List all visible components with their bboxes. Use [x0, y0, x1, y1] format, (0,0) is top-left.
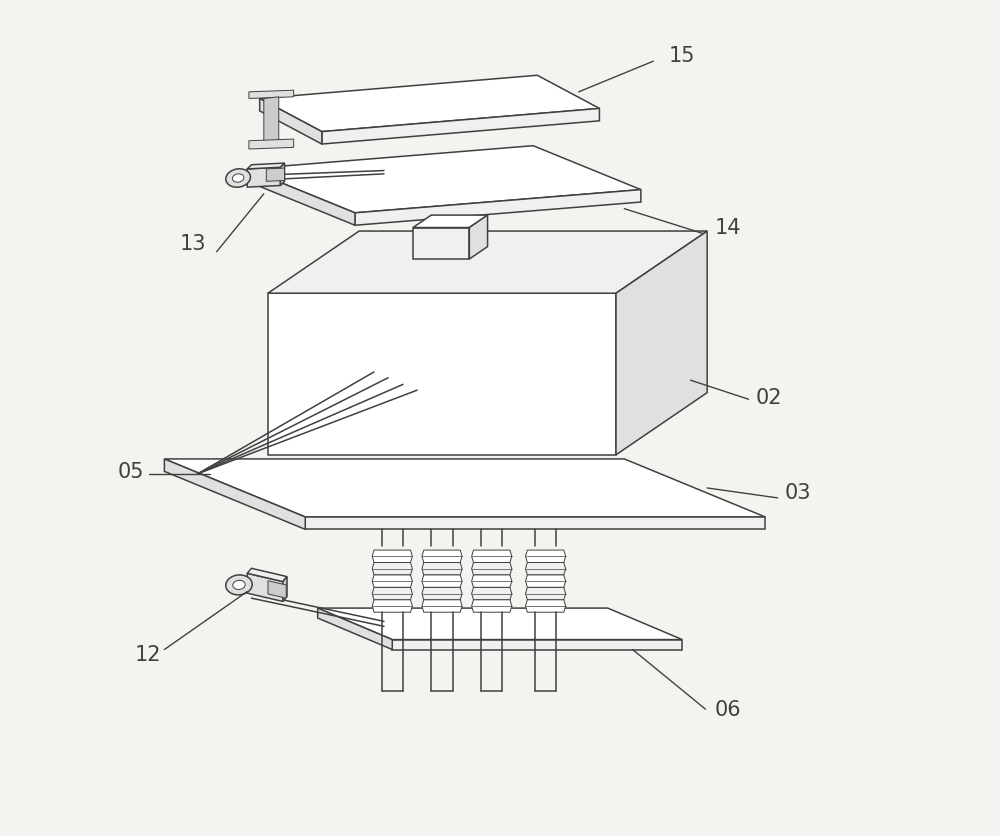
Polygon shape: [283, 577, 287, 602]
Polygon shape: [249, 91, 294, 99]
Text: 12: 12: [135, 644, 161, 664]
Polygon shape: [305, 517, 765, 530]
Polygon shape: [526, 600, 566, 613]
Polygon shape: [422, 575, 462, 588]
Polygon shape: [526, 550, 566, 563]
Polygon shape: [472, 600, 512, 613]
Polygon shape: [247, 146, 641, 213]
Polygon shape: [372, 563, 412, 575]
Polygon shape: [318, 609, 682, 640]
Polygon shape: [616, 232, 707, 456]
Ellipse shape: [233, 581, 245, 589]
Polygon shape: [260, 76, 599, 132]
Polygon shape: [247, 164, 285, 170]
Polygon shape: [469, 216, 488, 260]
Polygon shape: [372, 575, 412, 588]
Polygon shape: [247, 170, 355, 226]
Ellipse shape: [226, 575, 252, 595]
Polygon shape: [472, 575, 512, 588]
Polygon shape: [322, 110, 599, 145]
Polygon shape: [472, 588, 512, 600]
Text: 15: 15: [669, 45, 696, 65]
Polygon shape: [422, 600, 462, 613]
Polygon shape: [266, 169, 285, 182]
Polygon shape: [164, 460, 305, 530]
Polygon shape: [268, 581, 286, 599]
Polygon shape: [355, 191, 641, 226]
Polygon shape: [247, 568, 287, 582]
Polygon shape: [413, 216, 488, 228]
Polygon shape: [372, 600, 412, 613]
Polygon shape: [264, 98, 279, 145]
Ellipse shape: [226, 170, 250, 188]
Polygon shape: [268, 232, 707, 293]
Polygon shape: [164, 460, 765, 517]
Polygon shape: [526, 588, 566, 600]
Polygon shape: [372, 588, 412, 600]
Text: 05: 05: [118, 461, 144, 482]
Polygon shape: [413, 228, 469, 260]
Text: 14: 14: [715, 217, 741, 237]
Polygon shape: [260, 99, 322, 145]
Ellipse shape: [232, 175, 244, 183]
Polygon shape: [472, 550, 512, 563]
Polygon shape: [526, 563, 566, 575]
Text: 02: 02: [756, 387, 783, 407]
Polygon shape: [392, 640, 682, 650]
Polygon shape: [422, 550, 462, 563]
Text: 13: 13: [180, 234, 207, 254]
Polygon shape: [472, 563, 512, 575]
Polygon shape: [247, 168, 280, 188]
Polygon shape: [249, 140, 294, 150]
Polygon shape: [247, 573, 283, 602]
Text: 06: 06: [715, 700, 741, 719]
Polygon shape: [422, 588, 462, 600]
Polygon shape: [526, 575, 566, 588]
Polygon shape: [268, 293, 616, 456]
Polygon shape: [422, 563, 462, 575]
Polygon shape: [372, 550, 412, 563]
Polygon shape: [280, 164, 285, 186]
Polygon shape: [318, 609, 392, 650]
Text: 03: 03: [785, 482, 812, 502]
